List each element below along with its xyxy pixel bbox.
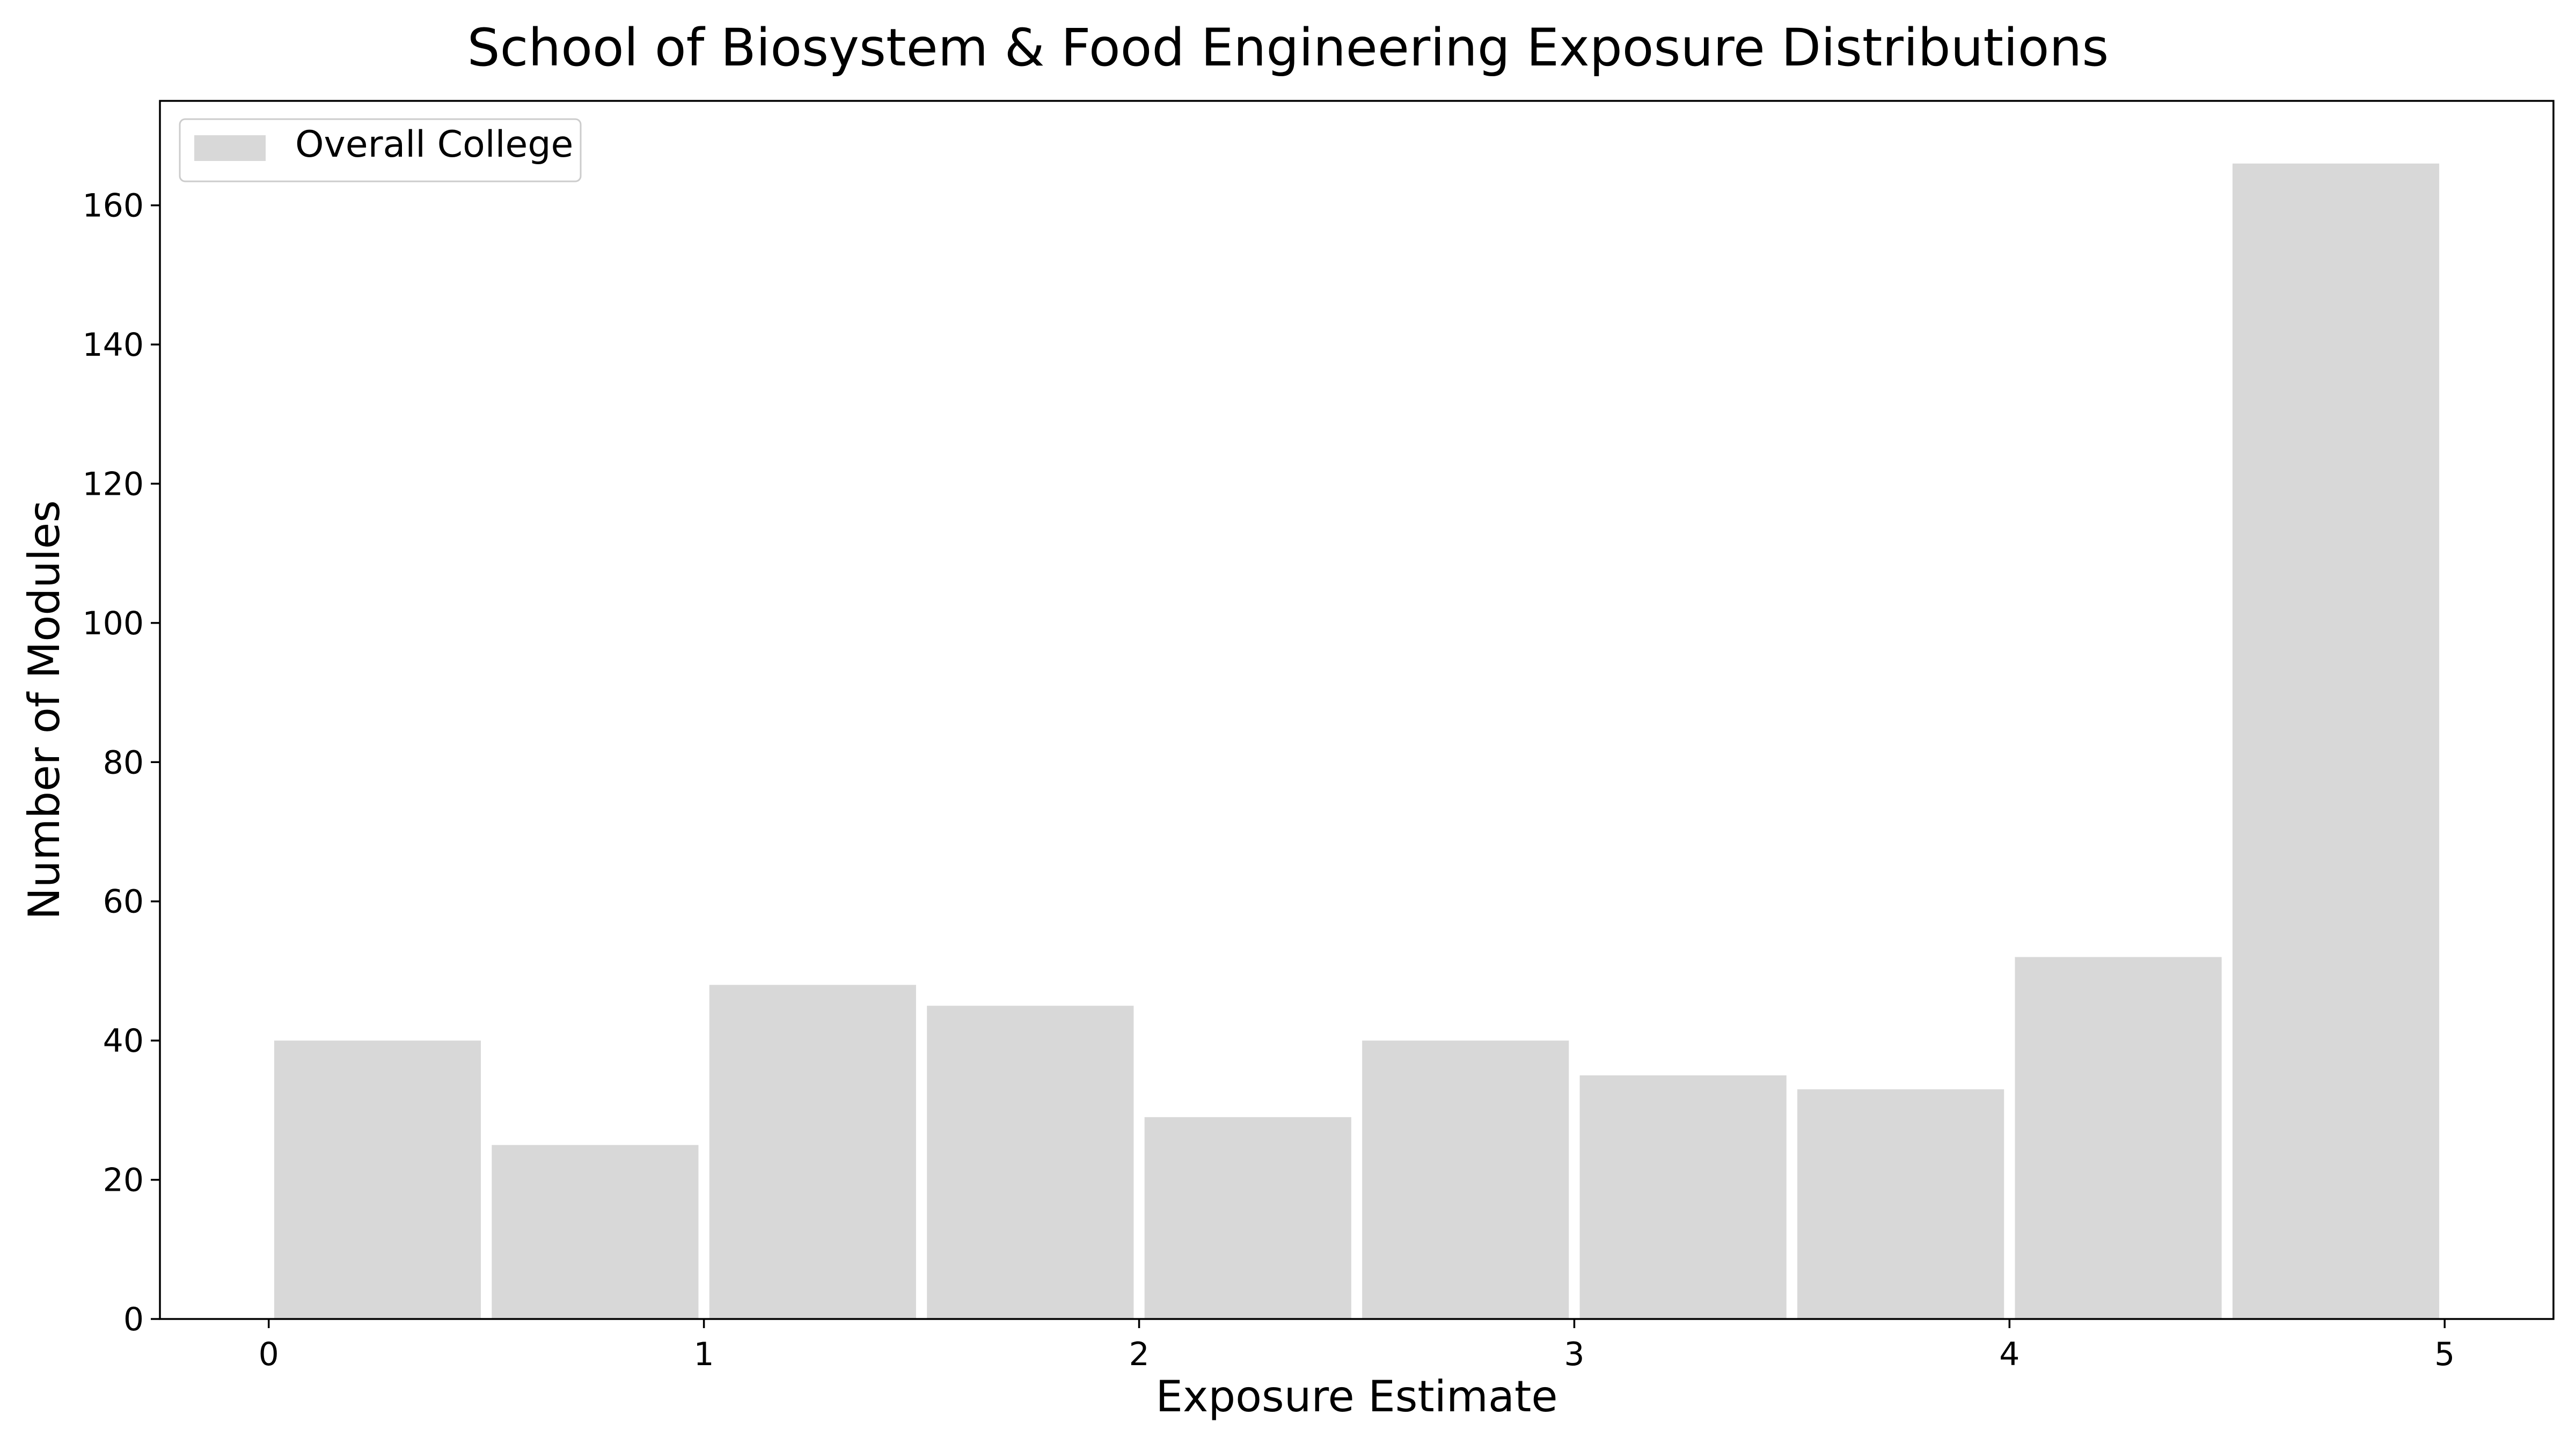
x-tick-label: 2 xyxy=(1129,1336,1149,1373)
histogram-bar-5 xyxy=(1362,1040,1569,1319)
legend: Overall College xyxy=(179,118,582,182)
histogram-bar-1 xyxy=(492,1145,699,1319)
histogram-bar-4 xyxy=(1144,1117,1351,1319)
y-axis-label: Number of Modules xyxy=(19,500,69,920)
histogram-bar-0 xyxy=(274,1040,481,1319)
legend-box xyxy=(179,118,582,182)
legend-swatch xyxy=(194,135,266,161)
x-tick-label: 1 xyxy=(694,1336,714,1373)
histogram-bar-9 xyxy=(2232,163,2440,1319)
y-axis-ticks: 0 20 40 60 80 100 120 140 160 xyxy=(82,187,160,1338)
x-tick-label: 0 xyxy=(259,1336,279,1373)
y-tick-label: 160 xyxy=(82,187,144,225)
histogram-bar-2 xyxy=(709,985,916,1319)
y-tick-label: 40 xyxy=(103,1022,144,1060)
y-tick-label: 60 xyxy=(103,883,144,921)
histogram-bar-8 xyxy=(2015,957,2222,1319)
bars-group xyxy=(274,163,2440,1319)
plot-frame xyxy=(159,100,2555,1320)
chart-title: School of Biosystem & Food Engineering E… xyxy=(467,18,2109,78)
y-tick-label: 120 xyxy=(82,465,144,503)
histogram-bar-7 xyxy=(1797,1089,2004,1319)
histogram-bar-3 xyxy=(927,1006,1134,1319)
y-tick-label: 100 xyxy=(82,605,144,642)
x-tick-label: 3 xyxy=(1564,1336,1584,1373)
x-tick-label: 4 xyxy=(1999,1336,2019,1373)
y-tick-label: 140 xyxy=(82,326,144,364)
y-tick-label: 80 xyxy=(103,744,144,781)
histogram-bar-6 xyxy=(1579,1075,1787,1319)
legend-label: Overall College xyxy=(295,123,573,166)
x-axis-label: Exposure Estimate xyxy=(1155,1372,1557,1421)
y-tick-label: 0 xyxy=(123,1301,144,1338)
x-axis-ticks: 0 1 2 3 4 5 xyxy=(259,1319,2455,1373)
x-tick-label: 5 xyxy=(2434,1336,2455,1373)
y-tick-label: 20 xyxy=(103,1162,144,1199)
